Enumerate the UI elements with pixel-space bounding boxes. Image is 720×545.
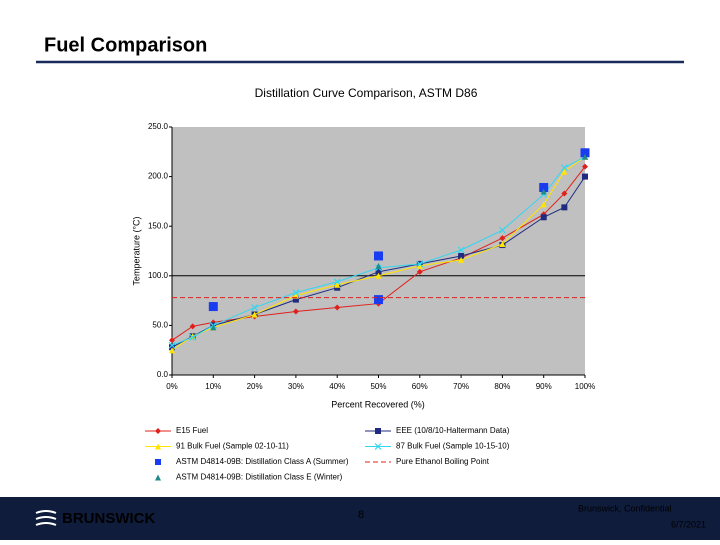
point — [334, 304, 341, 311]
y-tick-label: 50.0 — [152, 321, 168, 330]
point — [416, 268, 423, 275]
x-tick-label: 50% — [370, 382, 386, 391]
point — [458, 256, 465, 263]
logo-mark — [35, 510, 57, 526]
point — [540, 188, 547, 195]
point — [155, 443, 161, 450]
date: 6/7/2021 — [671, 519, 706, 529]
legend-label: E15 Fuel — [176, 426, 208, 435]
plot-area — [172, 127, 585, 375]
point — [560, 164, 568, 172]
point — [499, 235, 506, 242]
footer-bar — [0, 497, 720, 540]
y-tick-label: 0.0 — [157, 370, 169, 379]
x-tick-label: 100% — [575, 382, 595, 391]
point — [498, 226, 506, 234]
point — [416, 260, 424, 268]
point — [499, 241, 506, 248]
point — [374, 251, 383, 261]
point — [582, 163, 588, 170]
point — [189, 323, 196, 330]
x-tick-label: 20% — [247, 382, 263, 391]
slide-title: Fuel Comparison — [44, 34, 207, 56]
x-axis-label: Percent Recovered (%) — [331, 399, 425, 409]
point — [374, 443, 382, 450]
legend-label: ASTM D4814-09B: Distillation Class E (Wi… — [176, 473, 343, 482]
point — [334, 281, 341, 288]
point — [374, 295, 383, 305]
x-tick-label: 10% — [205, 382, 221, 391]
point — [155, 474, 161, 481]
point — [561, 204, 568, 211]
point — [375, 272, 382, 279]
point — [457, 246, 465, 254]
legend-label: 87 Bulk Fuel (Sample 10-15-10) — [396, 442, 510, 451]
x-tick-label: 60% — [412, 382, 428, 391]
y-tick-label: 100.0 — [148, 271, 169, 280]
point — [416, 262, 423, 269]
y-axis-label: Temperature (°C) — [131, 216, 141, 285]
point — [540, 214, 547, 221]
legend-label: ASTM D4814-09B: Distillation Class A (Su… — [176, 457, 349, 466]
point — [375, 268, 382, 275]
point — [539, 183, 549, 193]
x-tick-label: 70% — [453, 382, 469, 391]
chart-title: Distillation Curve Comparison, ASTM D86 — [255, 86, 478, 100]
y-tick-label: 200.0 — [148, 172, 169, 181]
point — [582, 153, 588, 160]
x-tick-label: 0% — [166, 382, 178, 391]
point — [582, 173, 588, 180]
point — [155, 428, 161, 434]
x-tick-label: 90% — [536, 382, 552, 391]
point — [169, 347, 175, 354]
point — [251, 304, 259, 311]
point — [292, 289, 300, 297]
y-tick-label: 150.0 — [148, 221, 169, 230]
footer-text: Brunswick, Confidential — [578, 503, 672, 513]
point — [458, 252, 465, 259]
point — [210, 324, 217, 331]
point — [155, 459, 161, 465]
point — [375, 262, 382, 269]
point — [251, 311, 258, 318]
point — [333, 278, 341, 286]
y-tick-label: 250.0 — [148, 122, 169, 131]
point — [208, 302, 218, 312]
point — [292, 296, 299, 303]
x-tick-label: 30% — [288, 382, 304, 391]
point — [292, 308, 299, 315]
legend-label: 91 Bulk Fuel (Sample 02-10-11) — [176, 442, 289, 451]
legend-label: Pure Ethanol Boiling Point — [396, 457, 490, 466]
point — [375, 428, 381, 434]
point — [168, 341, 176, 349]
point — [189, 333, 197, 341]
x-tick-label: 80% — [494, 382, 510, 391]
page-number: 8 — [358, 509, 364, 521]
legend-label: EEE (10/8/10-Haltermann Data) — [396, 426, 510, 435]
point — [169, 337, 175, 344]
point — [561, 190, 568, 197]
point — [561, 168, 568, 175]
point — [580, 148, 590, 158]
logo-text: BRUNSWICK — [62, 510, 155, 527]
point — [540, 201, 547, 208]
x-tick-label: 40% — [329, 382, 345, 391]
